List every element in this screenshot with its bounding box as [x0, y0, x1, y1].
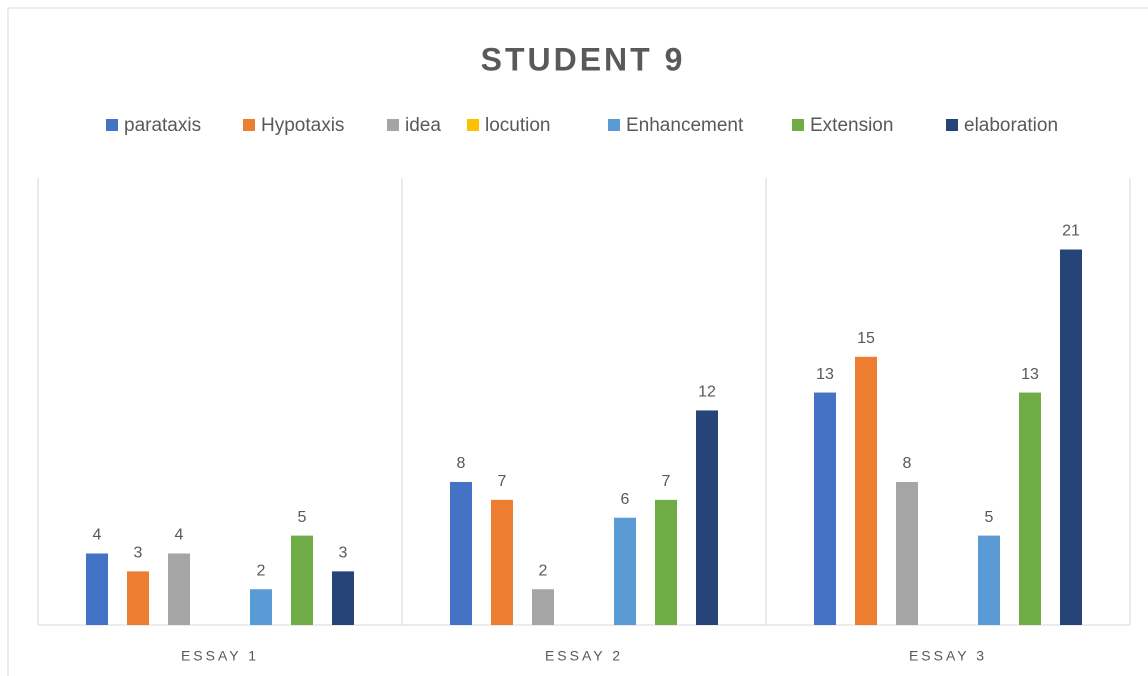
- data-label: 21: [1062, 223, 1080, 240]
- legend-label: idea: [405, 115, 441, 136]
- data-label: 7: [662, 473, 671, 490]
- data-label: 2: [257, 562, 266, 579]
- data-label: 8: [457, 455, 466, 472]
- legend-label: locution: [485, 115, 551, 136]
- bar: [491, 499, 513, 625]
- legend-label: parataxis: [124, 115, 201, 136]
- bar: [1060, 249, 1082, 625]
- data-label: 8: [903, 455, 912, 472]
- bar: [978, 535, 1000, 625]
- legend-swatch: [792, 119, 804, 131]
- x-tick-label: ESSAY 3: [909, 648, 987, 664]
- bar: [814, 392, 836, 625]
- bar: [655, 499, 677, 625]
- bar: [696, 410, 718, 625]
- data-label: 7: [498, 473, 507, 490]
- legend-swatch: [608, 119, 620, 131]
- legend-swatch: [946, 119, 958, 131]
- legend-label: Hypotaxis: [261, 115, 344, 136]
- bar: [86, 553, 108, 625]
- bar: [291, 535, 313, 625]
- data-label: 12: [698, 384, 716, 401]
- bar: [855, 356, 877, 625]
- legend-swatch: [467, 119, 479, 131]
- bar: [532, 589, 554, 625]
- legend-swatch: [387, 119, 399, 131]
- data-label: 13: [1021, 366, 1039, 383]
- bar: [168, 553, 190, 625]
- bar: [332, 571, 354, 625]
- legend-swatch: [243, 119, 255, 131]
- chart-title: STUDENT 9: [481, 41, 686, 77]
- x-tick-label: ESSAY 1: [181, 648, 259, 664]
- bar: [250, 589, 272, 625]
- data-label: 5: [298, 509, 307, 526]
- data-label: 2: [539, 562, 548, 579]
- bar: [450, 481, 472, 625]
- legend-swatch: [106, 119, 118, 131]
- data-label: 13: [816, 366, 834, 383]
- data-label: 4: [93, 527, 102, 544]
- legend-label: elaboration: [964, 115, 1058, 136]
- data-label: 4: [175, 527, 184, 544]
- chart-border: [7, 7, 1148, 676]
- bar: [127, 571, 149, 625]
- data-label: 3: [339, 545, 348, 562]
- data-label: 6: [621, 491, 630, 508]
- data-label: 15: [857, 330, 875, 347]
- bar: [614, 517, 636, 625]
- data-label: 5: [985, 509, 994, 526]
- x-tick-label: ESSAY 2: [545, 648, 623, 664]
- data-label: 3: [134, 545, 143, 562]
- bar: [1019, 392, 1041, 625]
- bar: [896, 481, 918, 625]
- legend-label: Extension: [810, 115, 893, 136]
- legend-label: Enhancement: [626, 115, 744, 136]
